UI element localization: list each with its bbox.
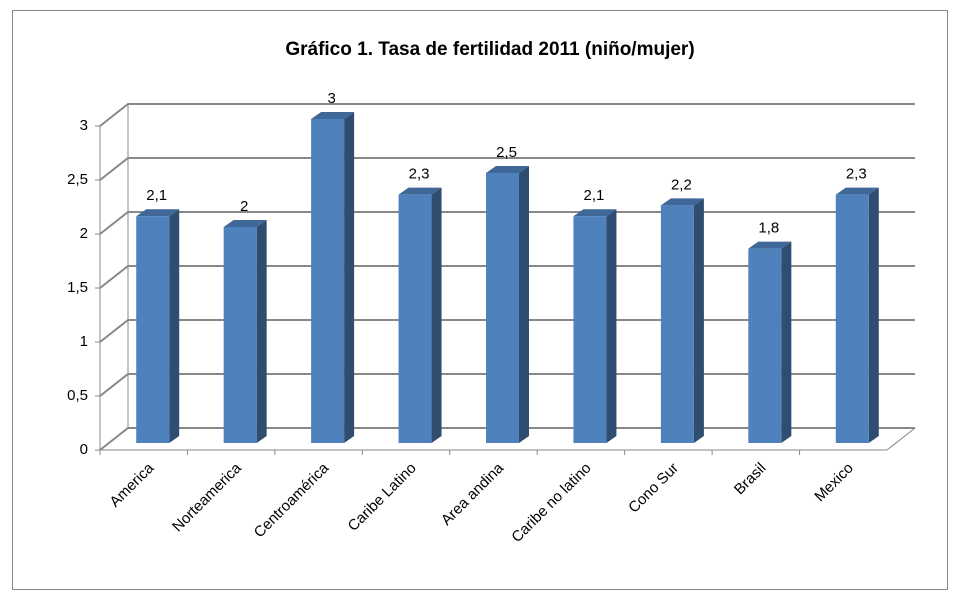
y-tick-label: 1 — [80, 333, 88, 350]
data-label: 2,3 — [409, 166, 430, 183]
bar-side — [693, 198, 704, 443]
floor-edge — [886, 427, 916, 451]
bar — [311, 112, 355, 443]
bar-side — [519, 166, 529, 443]
grid-line — [99, 103, 915, 127]
bar — [136, 209, 180, 443]
bar-top — [486, 166, 529, 173]
bar — [748, 241, 792, 443]
y-tick-label: 3 — [80, 117, 88, 134]
bar — [486, 166, 529, 443]
chart-title: Gráfico 1. Tasa de fertilidad 2011 (niño… — [285, 39, 694, 60]
y-tick-label: 1,5 — [67, 279, 88, 296]
bar — [573, 209, 617, 443]
bar-side — [781, 241, 792, 443]
bar-top — [398, 187, 442, 195]
data-label: 2,1 — [146, 187, 167, 204]
y-tick-label: 0 — [80, 441, 88, 458]
bar-side — [344, 112, 355, 443]
y-tick-label: 0,5 — [67, 387, 88, 404]
bar-front — [223, 227, 257, 443]
data-label: 1,8 — [758, 220, 779, 237]
bar — [660, 198, 704, 443]
bar — [398, 187, 442, 443]
grid-line — [99, 319, 915, 343]
bar-front — [835, 194, 869, 443]
y-tick-label: 2 — [80, 225, 88, 242]
bar-top — [835, 187, 879, 195]
grid-line — [99, 157, 915, 181]
data-label: 2 — [240, 198, 248, 215]
grid-line — [99, 373, 915, 397]
bar-top — [136, 209, 180, 217]
data-label: 3 — [327, 90, 335, 107]
bar-front — [486, 173, 519, 443]
bar-side — [256, 220, 267, 443]
data-label: 2,2 — [671, 176, 692, 193]
data-label: 2,5 — [496, 144, 517, 161]
bar-top — [223, 220, 267, 227]
bar-side — [431, 187, 442, 443]
bar-top — [748, 241, 792, 249]
bar — [835, 187, 879, 443]
bar-front — [398, 194, 432, 443]
data-label: 2,1 — [584, 187, 605, 204]
bar-side — [868, 187, 879, 443]
bar-top — [573, 209, 617, 217]
grid-line — [99, 265, 915, 289]
bar-side — [169, 209, 180, 443]
bar-side — [606, 209, 617, 443]
bar — [223, 220, 267, 443]
bar-front — [748, 248, 782, 443]
bar-top — [660, 198, 704, 206]
bar-front — [660, 205, 694, 443]
grid-line — [99, 211, 915, 235]
grid-line — [99, 427, 915, 451]
bar-top — [311, 112, 355, 119]
y-tick-label: 2,5 — [67, 171, 88, 188]
data-label: 2,3 — [846, 166, 867, 183]
bar-front — [136, 216, 170, 443]
bar-front — [573, 216, 607, 443]
bar-front — [311, 119, 345, 443]
